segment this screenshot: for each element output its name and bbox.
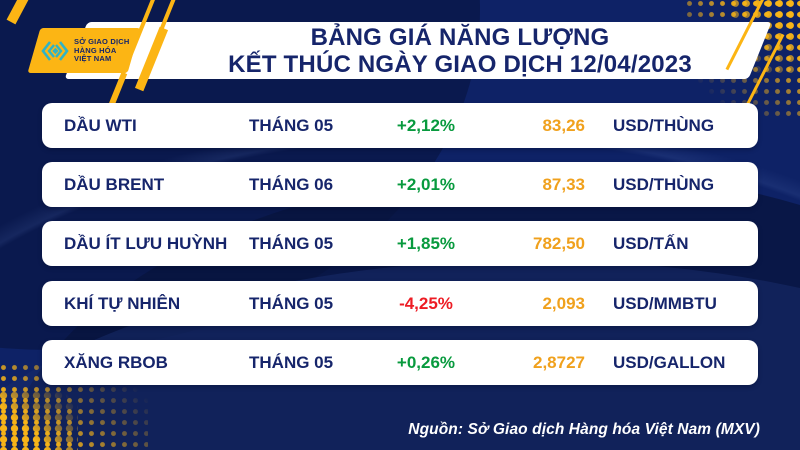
commodity-name: XĂNG RBOB (64, 352, 168, 372)
price-row-dau-brent: DẦU BRENT THÁNG 06 +2,01% 87,33 USD/THÙN… (42, 162, 758, 207)
commodity-name: DẦU ÍT LƯU HUỲNH (64, 233, 228, 253)
logo-line-3: VIỆT NAM (74, 54, 112, 64)
source-credit: Nguồn: Sở Giao dịch Hàng hóa Việt Nam (M… (408, 421, 760, 438)
price-value: 2,8727 (533, 352, 585, 372)
price-value: 83,26 (542, 115, 585, 135)
title-line-1: BẢNG GIÁ NĂNG LƯỢNG (310, 24, 610, 51)
title-line-2: KẾT THÚC NGÀY GIAO DỊCH 12/04/2023 (228, 50, 692, 78)
price-row-xang-rbob: XĂNG RBOB THÁNG 05 +0,26% 2,8727 USD/GAL… (42, 340, 758, 385)
price-unit: USD/TẤN (613, 233, 689, 253)
price-unit: USD/MMBTU (613, 293, 717, 313)
change-percent: -4,25% (399, 293, 453, 313)
commodity-name: DẦU WTI (64, 115, 137, 135)
price-unit: USD/GALLON (613, 352, 726, 372)
change-percent: +2,12% (396, 115, 456, 135)
contract-month: THÁNG 05 (249, 352, 334, 372)
price-value: 2,093 (542, 293, 585, 313)
mxv-chevron-icon (41, 41, 69, 61)
change-percent: +2,01% (396, 174, 456, 194)
logo-line-2: HÀNG HÓA (74, 45, 117, 55)
price-unit: USD/THÙNG (613, 174, 715, 194)
price-value: 782,50 (533, 233, 585, 253)
change-percent: +0,26% (396, 352, 456, 372)
mxv-logo: SỞ GIAO DỊCH HÀNG HÓA VIỆT NAM (40, 32, 132, 70)
halftone-dots-bottom-left-large (0, 390, 78, 450)
contract-month: THÁNG 05 (249, 233, 334, 253)
price-row-khi-tu-nhien: KHÍ TỰ NHIÊN THÁNG 05 -4,25% 2,093 USD/M… (42, 281, 758, 326)
price-unit: USD/THÙNG (613, 115, 715, 135)
commodity-name: DẦU BRENT (64, 174, 165, 194)
mxv-logo-text: SỞ GIAO DỊCH HÀNG HÓA VIỆT NAM (74, 38, 129, 64)
commodity-name: KHÍ TỰ NHIÊN (64, 293, 181, 313)
contract-month: THÁNG 06 (249, 174, 334, 194)
price-row-dau-wti: DẦU WTI THÁNG 05 +2,12% 83,26 USD/THÙNG (42, 103, 758, 148)
price-value: 87,33 (542, 174, 585, 194)
logo-line-1: SỞ GIAO DỊCH (74, 37, 130, 47)
contract-month: THÁNG 05 (249, 293, 334, 313)
page-title: BẢNG GIÁ NĂNG LƯỢNG KẾT THÚC NGÀY GIAO D… (175, 24, 745, 78)
contract-month: THÁNG 05 (249, 115, 334, 135)
price-row-dau-it-luu-huynh: DẦU ÍT LƯU HUỲNH THÁNG 05 +1,85% 782,50 … (42, 221, 758, 266)
change-percent: +1,85% (396, 233, 456, 253)
